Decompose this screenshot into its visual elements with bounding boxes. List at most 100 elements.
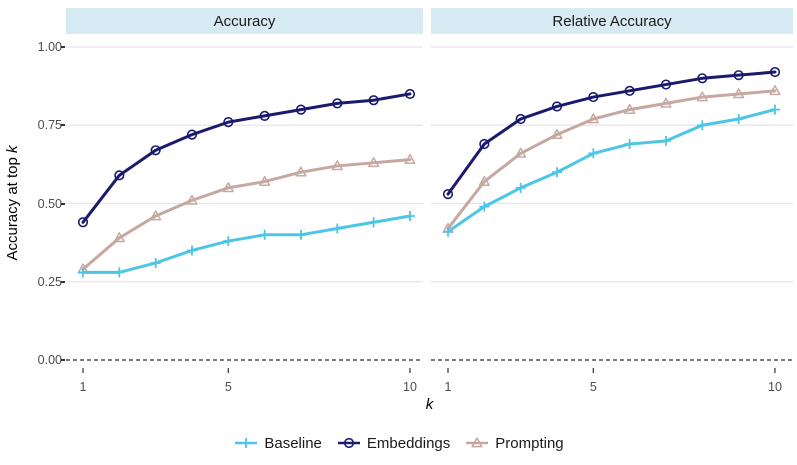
series-line-prompting (81, 158, 412, 271)
plus-marker (332, 223, 343, 234)
triangle-marker (331, 160, 343, 171)
legend-item-prompting: Prompting (464, 434, 564, 452)
circle-marker (551, 101, 563, 112)
y-tick-mark (61, 202, 65, 205)
y-tick-mark (61, 359, 65, 361)
series-line-embeddings (446, 70, 777, 196)
triangle-marker (222, 182, 234, 193)
y-tick-label: 0.75 (37, 118, 62, 133)
x-tick-label: 10 (403, 380, 417, 394)
x-tick-label: 5 (225, 380, 232, 394)
triangle-marker (624, 103, 636, 114)
circle-marker (697, 73, 708, 84)
plus-marker (295, 229, 306, 240)
triangle-marker (769, 85, 781, 96)
legend-item-embeddings: Embeddings (336, 434, 450, 452)
y-tick-label: 0.25 (37, 274, 62, 289)
circle-marker (733, 70, 744, 81)
triangle-marker (660, 97, 672, 108)
baseline-plus-icon (235, 438, 258, 448)
triangle-marker (368, 157, 380, 168)
circle-marker (588, 91, 599, 103)
circle-marker (769, 66, 781, 78)
circle-marker (114, 170, 125, 181)
triangle-marker (733, 88, 745, 99)
y-tick-mark (61, 46, 65, 48)
plus-marker (368, 217, 379, 228)
plus-marker (515, 182, 526, 193)
x-tick-label: 1 (445, 380, 452, 394)
triangle-marker (259, 175, 271, 186)
circle-marker (343, 437, 354, 449)
legend-label: Baseline (264, 434, 322, 452)
plus-marker (186, 245, 197, 256)
triangle-marker (186, 194, 198, 205)
circle-marker (368, 95, 379, 106)
prompting-triangle-icon (466, 437, 489, 448)
circle-marker (259, 110, 270, 121)
plus-marker (697, 120, 708, 131)
facet-strip-accuracy: Accuracy (66, 8, 423, 34)
circle-marker (150, 145, 161, 156)
plus-marker (223, 236, 234, 247)
x-tick-label: 5 (590, 380, 597, 394)
triangle-marker (471, 437, 483, 448)
plus-marker (443, 226, 453, 237)
panel-relative-accuracy: 1 5 10 (431, 46, 793, 394)
circle-marker (479, 138, 490, 150)
y-tick-label: 0.00 (37, 353, 62, 367)
plus-marker (551, 167, 562, 178)
plus-marker (660, 135, 671, 146)
x-axis-title: k (425, 396, 434, 413)
triangle-marker (113, 232, 125, 243)
legend-label: Prompting (495, 434, 564, 452)
panel-accuracy: 1 5 10 (66, 46, 423, 394)
y-tick-mark (61, 124, 65, 127)
facet-title: Relative Accuracy (552, 12, 672, 30)
y-tick-mark (61, 280, 65, 283)
circle-marker (77, 217, 89, 228)
circle-marker (404, 88, 416, 100)
circle-marker (442, 189, 454, 200)
circle-marker (515, 113, 526, 125)
embeddings-circle-icon (337, 437, 360, 449)
y-tick-label: 0.50 (37, 196, 62, 211)
circle-marker (295, 104, 307, 115)
plus-marker (241, 438, 252, 448)
triangle-marker (587, 113, 599, 124)
triangle-marker (404, 153, 416, 165)
plus-marker (150, 257, 161, 268)
x-tick-label: 1 (80, 380, 87, 394)
plus-marker (78, 267, 88, 278)
series-line-baseline (81, 214, 412, 274)
triangle-marker (295, 166, 307, 177)
triangle-marker (515, 147, 527, 158)
triangle-marker (150, 210, 162, 221)
circle-marker (624, 85, 635, 96)
circle-marker (660, 79, 672, 90)
series-line-embeddings (81, 92, 412, 224)
x-tick-label: 10 (768, 380, 782, 394)
plus-marker (114, 267, 125, 278)
plus-marker (624, 139, 635, 150)
triangle-marker (478, 175, 490, 186)
circle-marker (186, 129, 198, 140)
plus-marker (769, 104, 780, 115)
plus-marker (733, 113, 744, 124)
circle-marker (223, 117, 234, 128)
plus-marker (259, 229, 270, 240)
plus-marker (479, 201, 490, 212)
plus-marker (404, 211, 415, 222)
series-line-baseline (446, 108, 777, 234)
legend-item-baseline: Baseline (233, 434, 322, 452)
series-line-prompting (446, 89, 777, 231)
triangle-marker (551, 128, 563, 139)
plus-marker (588, 148, 599, 159)
triangle-marker (696, 91, 708, 102)
legend: Baseline Embeddings Prompting (0, 430, 797, 456)
y-tick-label: 1.00 (37, 40, 62, 54)
facet-title: Accuracy (213, 12, 276, 30)
circle-marker (332, 98, 343, 109)
facet-strip-relative-accuracy: Relative Accuracy (431, 8, 793, 34)
